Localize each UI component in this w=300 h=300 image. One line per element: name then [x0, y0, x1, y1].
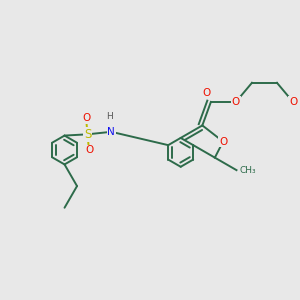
- Text: O: O: [289, 97, 297, 107]
- Text: O: O: [202, 88, 211, 98]
- Text: O: O: [232, 97, 240, 107]
- Text: CH₃: CH₃: [239, 166, 256, 175]
- Text: O: O: [219, 136, 227, 146]
- Text: O: O: [82, 113, 90, 123]
- Text: H: H: [106, 112, 113, 121]
- Text: N: N: [107, 127, 115, 137]
- Text: O: O: [85, 146, 93, 155]
- Text: S: S: [84, 128, 91, 141]
